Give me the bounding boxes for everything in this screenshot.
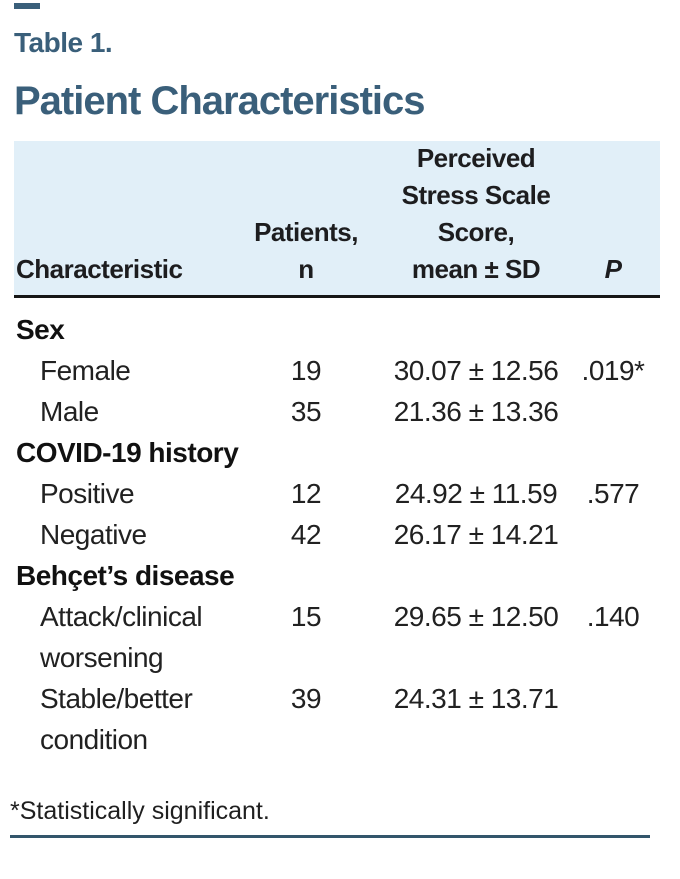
table-row-category-behcets-disease: Behçet’s disease	[14, 555, 660, 596]
table-row-female: Female 19 30.07 ± 12.56 .019*	[14, 350, 660, 391]
patients-n-value: 12	[290, 478, 322, 509]
bottom-rule	[10, 835, 650, 838]
column-header-p-value: P	[604, 254, 622, 284]
pss-score-value: 30.07 ± 12.56	[393, 355, 559, 386]
row-label: Positive	[40, 478, 135, 509]
table-row-attack-clinical-worsening: Attack/clinical worsening 15 29.65 ± 12.…	[14, 596, 660, 678]
pss-score-value: 24.31 ± 13.71	[393, 683, 559, 714]
pss-score-value: 24.92 ± 11.59	[394, 478, 558, 509]
row-label: Negative	[40, 519, 147, 550]
p-value: .140	[586, 601, 640, 632]
patients-n-value: 35	[290, 396, 322, 427]
table-number-label: Table 1.	[14, 27, 113, 58]
table-body: Sex Female 19 30.07 ± 12.56 .019* Male 3…	[14, 298, 660, 760]
top-left-accent-dash	[14, 3, 40, 9]
patients-n-value: 15	[290, 601, 322, 632]
table-footnote: *Statistically significant.	[10, 797, 270, 825]
pss-score-value: 26.17 ± 14.21	[393, 519, 559, 550]
row-label: Male	[40, 396, 99, 427]
pss-score-value: 21.36 ± 13.36	[393, 396, 559, 427]
column-header-patients-n: Patients, n	[254, 217, 358, 284]
column-header-pss-score: Perceived Stress Scale Score, mean ± SD	[401, 143, 551, 284]
row-label: Female	[40, 355, 131, 386]
table-row-category-sex: Sex	[14, 309, 660, 350]
table-row-negative: Negative 42 26.17 ± 14.21	[14, 514, 660, 555]
p-value: .577	[586, 478, 640, 509]
row-label: Stable/better condition	[40, 683, 193, 755]
patients-n-value: 39	[290, 683, 322, 714]
category-label: COVID-19 history	[16, 437, 239, 468]
table-header-row: Characteristic Patients, n Perceived Str…	[14, 141, 660, 298]
p-value: .019*	[581, 355, 645, 386]
category-label: Sex	[16, 314, 65, 345]
pss-score-value: 29.65 ± 12.50	[393, 601, 559, 632]
category-label: Behçet’s disease	[16, 560, 235, 591]
table-row-stable-better-condition: Stable/better condition 39 24.31 ± 13.71	[14, 678, 660, 760]
table-row-category-covid19-history: COVID-19 history	[14, 432, 660, 473]
patient-characteristics-table: Characteristic Patients, n Perceived Str…	[14, 141, 660, 760]
column-header-characteristic: Characteristic	[16, 254, 183, 284]
page-title: Patient Characteristics	[14, 79, 426, 123]
table-row-positive: Positive 12 24.92 ± 11.59 .577	[14, 473, 660, 514]
patients-n-value: 42	[290, 519, 322, 550]
patients-n-value: 19	[290, 355, 322, 386]
row-label: Attack/clinical worsening	[40, 601, 203, 673]
table-row-male: Male 35 21.36 ± 13.36	[14, 391, 660, 432]
